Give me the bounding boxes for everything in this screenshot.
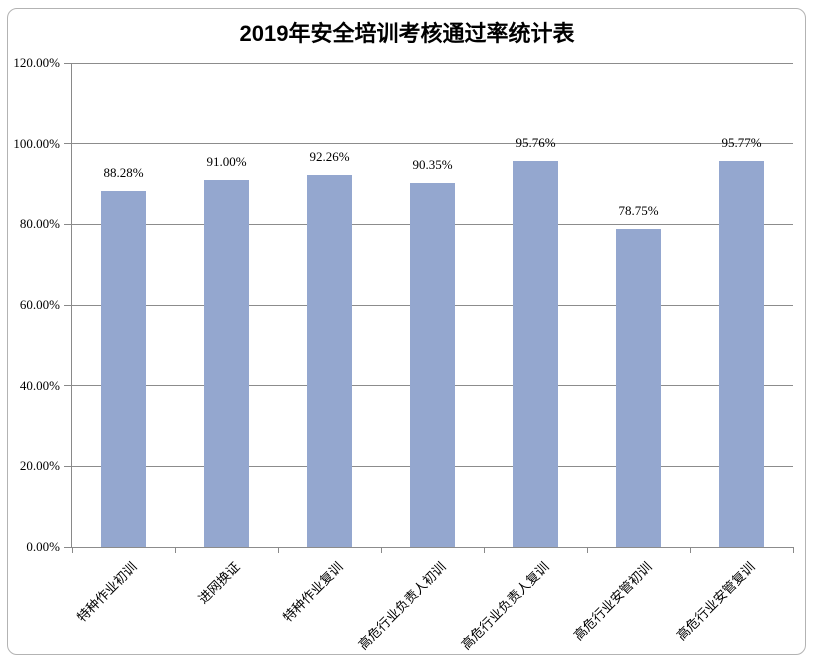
y-axis-label: 20.00% [19,458,60,474]
bar-高危行业负责人复训 [513,160,558,547]
x-axis-tick [689,547,691,553]
y-axis-label: 80.00% [19,216,60,232]
y-axis-tick [64,304,72,306]
x-axis-tick [586,547,588,553]
gridline-100.00% [72,143,793,145]
bar-value-label: 95.76% [515,134,556,150]
bar-高危行业安管初训 [616,229,661,547]
x-axis-tick [277,547,279,553]
bar-高危行业负责人初训 [410,182,455,547]
bar-value-label: 88.28% [103,164,144,180]
y-axis-tick [64,385,72,387]
x-axis-tick [792,547,794,553]
x-axis-tick [174,547,176,553]
bar-value-label: 90.35% [412,156,453,172]
y-axis-tick [64,62,72,64]
bar-value-label: 91.00% [206,153,247,169]
x-axis-tick [71,547,73,553]
y-axis-tick [64,143,72,145]
plot-area: 0.00% 20.00% 40.00% 60.00% 80.00% 100.00% 120.… [13,55,794,652]
bar-高危行业安管复训 [719,160,764,547]
y-axis-label: 100.00% [13,135,60,151]
y-axis-tick [64,223,72,225]
chart-title: 2019年安全培训考核通过率统计表 [239,21,575,46]
bar-value-label: 92.26% [309,148,350,164]
bar-value-label: 95.77% [721,134,762,150]
y-axis-label: 40.00% [19,377,60,393]
y-axis-tick [64,465,72,467]
bar-value-label: 78.75% [618,203,659,219]
y-axis-label: 0.00% [26,539,60,554]
y-axis-tick [64,546,72,548]
y-axis-label: 120.00% [13,55,60,70]
bar-进网换证 [204,179,249,547]
gridline-0.00% [72,546,793,548]
x-axis-tick [483,547,485,553]
gridline-120.00% [72,62,793,64]
bar-特种作业复训 [307,174,352,547]
bar-特种作业初训 [101,190,146,547]
x-axis-tick [380,547,382,553]
y-axis-label: 60.00% [19,297,60,312]
